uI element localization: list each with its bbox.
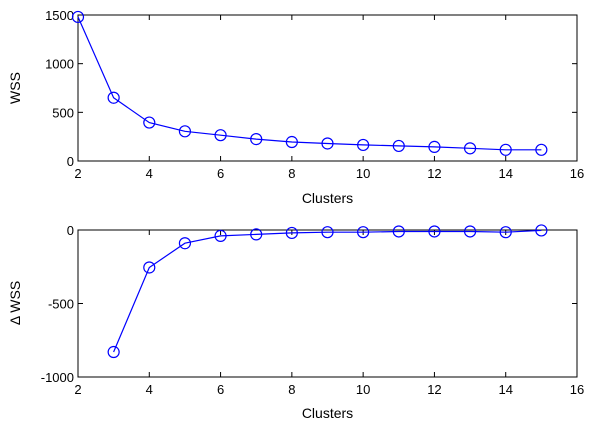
wss-point — [463, 142, 477, 155]
delta-wss-x-tick-label: 12 — [427, 382, 441, 397]
delta-wss-plot: 2 4 6 8 10 12 14 16 -1000 -500 0 Clusters Δ WSS — [7, 223, 584, 421]
wss-point — [499, 143, 512, 156]
wss-point — [178, 125, 192, 138]
delta-wss-point — [214, 229, 227, 242]
delta-wss-y-axis-label: Δ WSS — [7, 281, 23, 325]
delta-wss-point — [357, 226, 370, 239]
wss-x-tick-label: 16 — [570, 166, 584, 181]
delta-wss-point — [285, 226, 298, 240]
delta-wss-series — [107, 224, 548, 359]
delta-wss-x-tick-label: 16 — [570, 382, 584, 397]
delta-wss-y-tick-label: 0 — [67, 223, 74, 238]
wss-point — [71, 10, 85, 24]
wss-point — [428, 140, 441, 153]
delta-wss-x-tick-label: 8 — [288, 382, 295, 397]
wss-x-tick-label: 12 — [427, 166, 441, 181]
wss-x-axis-label: Clusters — [302, 190, 353, 206]
delta-wss-point — [143, 261, 156, 274]
wss-plot: 2 4 6 8 10 12 14 16 0 500 1000 1500 Clusters WSS — [7, 8, 584, 206]
wss-point — [357, 138, 370, 152]
delta-wss-x-tick-label: 2 — [74, 382, 81, 397]
delta-wss-point — [107, 345, 120, 359]
delta-wss-x-tick-label: 4 — [146, 382, 153, 397]
wss-point — [250, 133, 263, 146]
delta-wss-x-tick-label: 10 — [356, 382, 370, 397]
delta-wss-point — [535, 224, 548, 237]
wss-x-tick-label: 6 — [217, 166, 224, 181]
wss-point — [321, 137, 334, 150]
delta-wss-y-ticks: -1000 -500 0 — [41, 223, 577, 385]
delta-wss-x-tick-label: 6 — [217, 382, 224, 397]
wss-x-tick-label: 14 — [498, 166, 512, 181]
delta-wss-point — [250, 228, 263, 241]
wss-point — [214, 129, 227, 142]
wss-series — [71, 10, 548, 156]
delta-wss-x-ticks: 2 4 6 8 10 12 14 16 — [74, 230, 584, 397]
wss-x-tick-label: 4 — [146, 166, 153, 181]
delta-wss-point — [499, 226, 512, 239]
wss-point — [107, 91, 120, 104]
delta-wss-point — [428, 225, 441, 238]
wss-y-tick-label: 1500 — [45, 8, 74, 23]
wss-x-tick-label: 2 — [74, 166, 81, 181]
wss-y-axis-label: WSS — [7, 72, 23, 104]
delta-wss-y-tick-label: -500 — [48, 297, 74, 312]
delta-wss-point — [463, 225, 477, 238]
wss-x-tick-label: 10 — [356, 166, 370, 181]
delta-wss-point — [392, 225, 405, 238]
wss-y-ticks: 0 500 1000 1500 — [45, 8, 577, 169]
delta-wss-point — [178, 237, 192, 250]
wss-plot-frame — [77, 14, 578, 162]
delta-wss-y-tick-label: -1000 — [41, 370, 74, 385]
wss-point — [535, 143, 548, 156]
delta-wss-line — [113, 229, 542, 353]
wss-point — [285, 135, 298, 149]
wss-y-tick-label: 500 — [52, 105, 74, 120]
wss-y-tick-label: 1000 — [45, 57, 74, 72]
wss-y-tick-label: 0 — [67, 154, 74, 169]
delta-wss-x-axis-label: Clusters — [302, 405, 353, 421]
wss-point — [143, 116, 156, 129]
wss-x-tick-label: 8 — [288, 166, 295, 181]
delta-wss-x-tick-label: 14 — [498, 382, 512, 397]
wss-x-ticks: 2 4 6 8 10 12 14 16 — [74, 15, 584, 181]
wss-point — [392, 139, 405, 153]
delta-wss-point — [321, 226, 334, 239]
